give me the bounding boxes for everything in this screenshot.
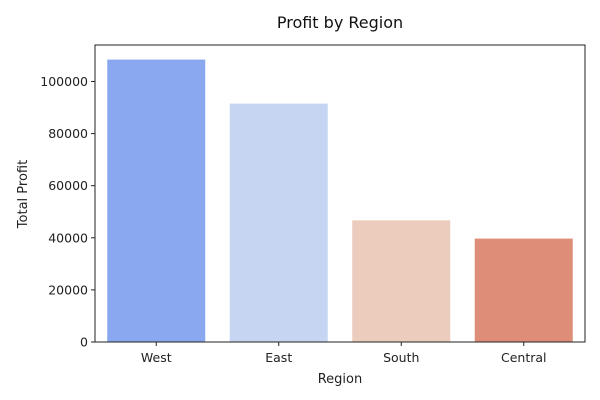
bar-west <box>107 59 206 342</box>
y-tick-label: 80000 <box>48 126 88 141</box>
bar-group <box>107 59 573 342</box>
bar-central <box>474 238 573 342</box>
bar-east <box>229 103 328 342</box>
y-tick-label: 60000 <box>48 178 88 193</box>
plot-area-frame <box>94 44 586 343</box>
x-tick-label: West <box>141 350 172 365</box>
x-axis-ticks: West East South Central <box>141 342 547 365</box>
y-tick-label: 0 <box>80 335 88 350</box>
y-axis-ticks: 0 20000 40000 60000 80000 100000 <box>40 74 95 350</box>
y-tick-label: 40000 <box>48 230 88 245</box>
y-tick-label: 100000 <box>40 74 88 89</box>
chart-title: Profit by Region <box>277 13 403 32</box>
bar-south <box>352 220 451 342</box>
x-tick-label: Central <box>501 350 547 365</box>
x-tick-label: South <box>383 350 419 365</box>
x-tick-label: East <box>265 350 292 365</box>
y-tick-label: 20000 <box>48 282 88 297</box>
x-axis-title: Region <box>318 372 363 387</box>
y-axis-title: Total Profit <box>16 160 31 229</box>
